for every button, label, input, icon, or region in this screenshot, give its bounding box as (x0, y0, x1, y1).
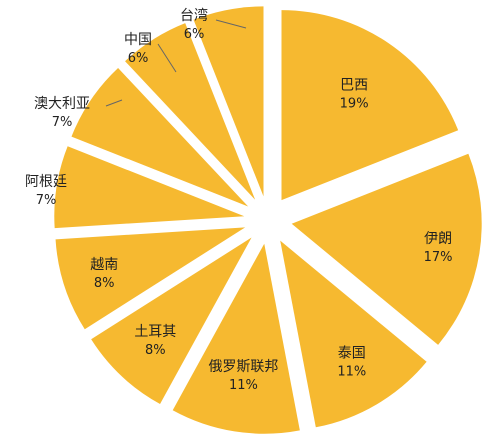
pie-slice (55, 227, 246, 330)
slice-label: 巴西 (340, 77, 368, 93)
leader-line (157, 43, 177, 73)
slice-value-label: 11% (229, 378, 258, 393)
slice-label: 澳大利亚 (34, 96, 90, 112)
slice-label: 阿根廷 (25, 174, 67, 190)
slice-value-label: 7% (52, 115, 73, 130)
slice-value-label: 19% (340, 96, 369, 111)
slice-label: 伊朗 (424, 231, 452, 247)
leader-line (105, 99, 123, 107)
slice-value-label: 6% (184, 27, 205, 42)
slice-value-label: 8% (94, 276, 115, 291)
pie-slice (291, 153, 482, 345)
slice-label: 中国 (124, 32, 152, 48)
leader-line (215, 19, 247, 29)
slice-value-label: 8% (145, 343, 166, 358)
pie-slice (193, 6, 264, 197)
pie-slice (125, 23, 256, 200)
slice-label: 土耳其 (134, 324, 176, 340)
pie-slice (281, 10, 459, 201)
slice-value-label: 17% (424, 250, 453, 265)
slice-label: 台湾 (180, 7, 208, 24)
pie-slice (280, 240, 427, 428)
pie-slice (91, 237, 252, 404)
pie-slice (54, 146, 245, 229)
slice-label: 俄罗斯联邦 (208, 359, 278, 375)
slice-value-label: 7% (36, 193, 57, 208)
slice-value-label: 6% (128, 51, 149, 66)
slice-value-label: 11% (337, 365, 366, 380)
slice-label: 越南 (90, 257, 118, 273)
pie-slice (172, 243, 300, 434)
slice-label: 泰国 (338, 346, 366, 362)
